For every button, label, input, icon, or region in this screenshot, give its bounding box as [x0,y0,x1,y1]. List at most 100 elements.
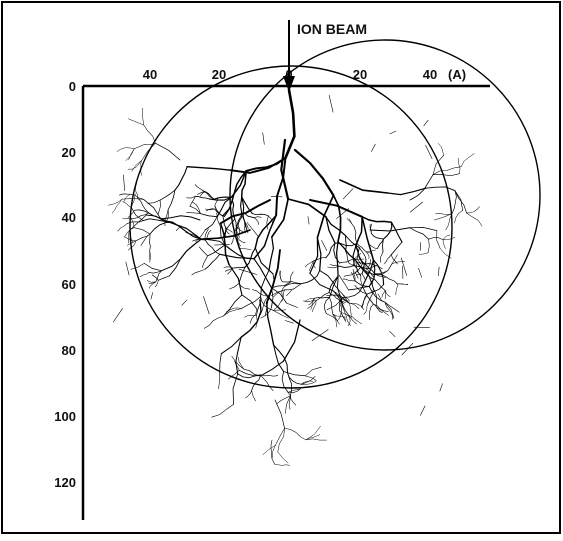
cascade-branch [205,240,219,254]
cascade-branch [238,357,244,369]
cascade-branch [158,276,169,280]
cascade-branch [124,194,130,201]
cascade-branch [142,108,143,125]
cascade-branch [231,158,286,173]
cascade-fragment [336,209,348,219]
cascade-fragment [151,293,153,299]
cascade-branch [380,252,383,262]
cascade-branch [192,269,206,275]
cascade-branch [278,428,285,452]
cascade-branch [396,284,398,295]
cascade-branch [369,304,373,319]
cascade-branch [391,242,402,255]
cascade-branch [326,217,335,243]
cascade-branch [117,148,134,152]
cascade-fragment [322,241,327,251]
cascade-branch [433,167,461,175]
cascade-branch [200,214,217,217]
unit-label: (A) [448,67,466,82]
cascade-branch [212,404,234,417]
cascade-branch [330,298,333,315]
left-tick-label: 60 [62,277,76,292]
cascade-branch [347,218,354,227]
cascade-fragment [419,268,422,277]
cascade-branch [254,217,261,218]
cascade-branch [346,236,347,251]
cascade-fragment [204,297,210,315]
cascade-branch [224,295,242,316]
cascade-branch [199,247,207,256]
cascade-branch [305,367,321,376]
cascade-fragment [410,202,423,212]
cascade-branch [290,272,293,283]
cascade-branch [252,214,268,216]
cascade-branch [282,372,288,393]
cascade-branch [419,253,428,254]
cascade-branch [118,224,127,232]
cascade-branch [339,266,354,268]
cascade-fragment [420,406,425,416]
cascade-branch [301,376,315,384]
cascade-branch [220,354,222,373]
cascade-branch [326,314,338,321]
cascade-fragment [123,175,124,191]
cascade-branch [306,426,321,440]
cascade-fragment [440,384,443,391]
top-tick-label: 20 [212,67,226,82]
cascade-fragment [308,217,309,225]
cascade-branch [202,256,207,268]
cascade-branch [175,167,187,191]
cascade-branch [340,259,354,263]
cascade-branch [285,428,306,440]
cascade-branch [140,272,149,277]
cascade-branch [261,361,284,376]
cascade-branch [285,396,290,414]
cascade-branch [150,234,151,251]
cascade-branch [169,259,180,276]
cascade-branch [362,273,365,279]
cascade-branch [205,217,217,230]
cascade-branch [187,213,201,214]
cascade-branch [128,161,142,170]
cascade-branch [382,275,398,284]
cascade-branch [204,316,223,328]
cascade-branch [370,228,410,231]
cascade-fragment [113,308,122,322]
cascade-fragment [215,244,230,245]
cascade-branch [410,175,433,200]
left-tick-label: 120 [54,475,76,490]
cascade-branch [306,439,327,440]
cascade-branch [458,158,460,174]
cascade-branch [337,242,339,276]
left-overlay-circle [130,66,452,388]
cascade-branch [364,304,368,314]
cascade-branch [261,375,274,391]
cascade-branch [230,283,240,289]
cascade-branch [136,234,150,241]
cascade-branch [241,197,242,215]
left-tick-label: 80 [62,343,76,358]
cascade-branch [278,452,288,463]
cascade-branch [452,191,456,214]
cascade-branch [267,216,269,229]
cascade-branch [275,400,285,428]
cascade-branch [195,185,203,191]
cascade-branch [443,240,446,249]
top-tick-label: 40 [423,67,437,82]
cascade-fragment [126,262,129,275]
cascade-branch [391,222,402,242]
cascade-branch [131,263,145,269]
cascade-branch [437,231,441,249]
cascade-branch [443,235,450,240]
cascade-branch [295,150,334,195]
cascade-branch [269,237,273,270]
left-tick-label: 0 [69,79,76,94]
cascade-branch [325,298,330,314]
cascade-fragment [285,321,293,324]
cascade-branch [367,252,370,259]
cascade-branch [436,213,453,215]
cascade-branch [326,217,346,236]
cascade-branch [155,143,180,160]
cascade-branch [155,280,158,287]
